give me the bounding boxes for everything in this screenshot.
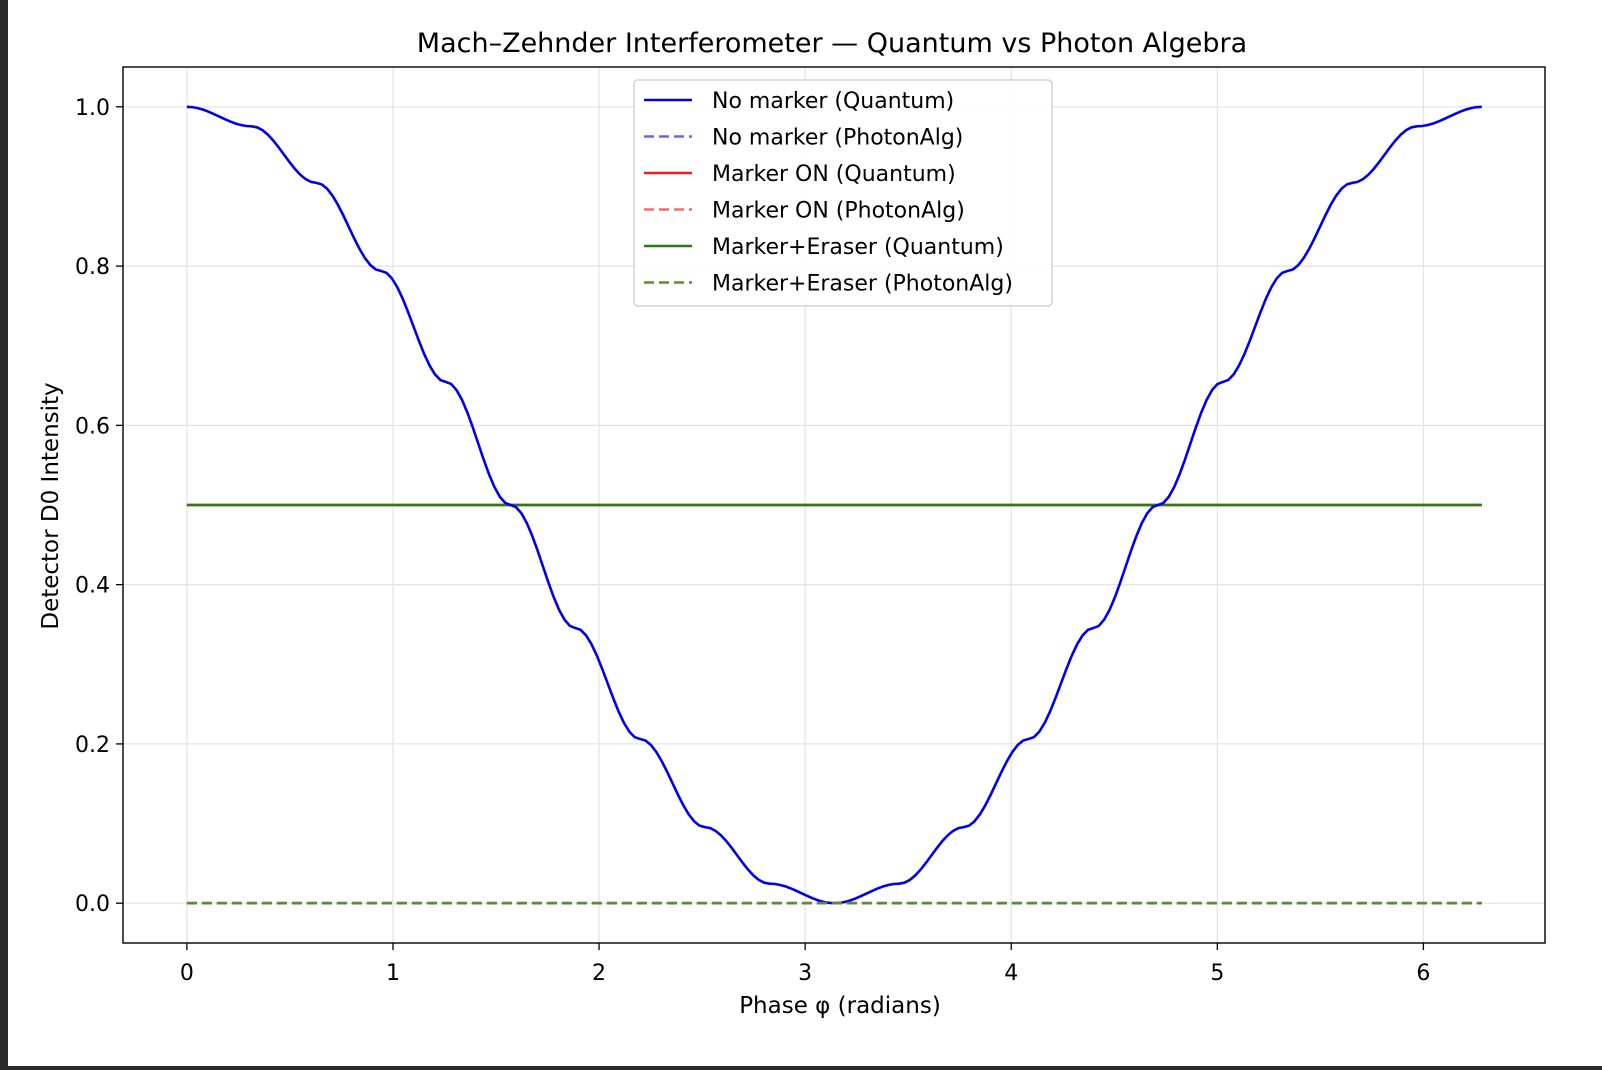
legend-label: No marker (Quantum) xyxy=(712,89,954,114)
series-lines xyxy=(186,105,1482,905)
chart-figure: Mach–Zehnder Interferometer — Quantum vs… xyxy=(8,0,1602,1066)
legend-label: Marker ON (Quantum) xyxy=(712,162,956,187)
x-tick-label: 3 xyxy=(798,961,812,986)
chart-title: Mach–Zehnder Interferometer — Quantum vs… xyxy=(417,28,1247,59)
y-axis-ticks: 0.0 0.2 0.4 0.6 0.8 1.0 xyxy=(75,96,123,917)
legend: No marker (Quantum) No marker (PhotonAlg)… xyxy=(633,79,1053,307)
legend-label: Marker+Eraser (PhotonAlg) xyxy=(712,272,1013,297)
x-tick-label: 2 xyxy=(592,961,606,986)
x-tick-label: 6 xyxy=(1416,961,1430,986)
y-tick-label: 0.8 xyxy=(75,255,110,280)
legend-label: Marker ON (PhotonAlg) xyxy=(712,199,965,224)
x-tick-label: 4 xyxy=(1004,961,1018,986)
plot-frame xyxy=(122,66,1546,944)
legend-label: Marker+Eraser (Quantum) xyxy=(712,235,1004,260)
x-tick-label: 5 xyxy=(1210,961,1224,986)
y-tick-label: 1.0 xyxy=(75,96,110,121)
y-tick-label: 0.6 xyxy=(75,414,110,439)
x-tick-label: 1 xyxy=(386,961,400,986)
y-tick-label: 0.0 xyxy=(75,892,110,917)
legend-box xyxy=(633,79,1053,307)
y-tick-label: 0.2 xyxy=(75,733,110,758)
y-tick-label: 0.4 xyxy=(75,574,110,599)
y-axis-label: Detector D0 Intensity xyxy=(38,382,64,629)
legend-label: No marker (PhotonAlg) xyxy=(712,126,963,151)
line-chart: Mach–Zehnder Interferometer — Quantum vs… xyxy=(38,28,1546,1019)
x-axis-ticks: 0 1 2 3 4 5 6 xyxy=(180,943,1430,986)
x-tick-label: 0 xyxy=(180,961,194,986)
x-axis-label: Phase φ (radians) xyxy=(739,993,941,1019)
